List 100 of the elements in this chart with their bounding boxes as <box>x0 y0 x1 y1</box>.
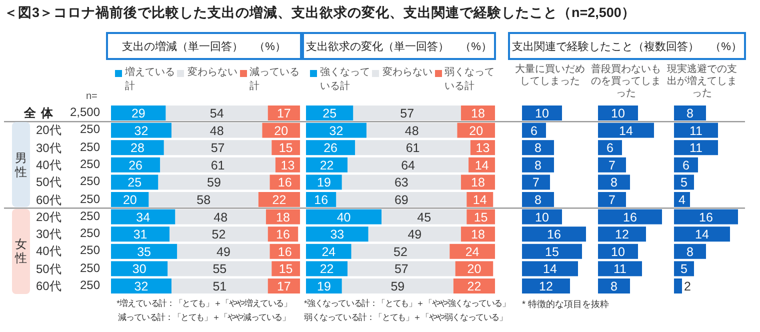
data-label: 48 <box>404 124 419 138</box>
bar <box>111 278 172 294</box>
data-label: 16 <box>623 210 637 224</box>
data-label: 32 <box>134 280 148 294</box>
data-label: 20 <box>469 124 484 138</box>
chart-subtitle: 大量に買いだめしてしまった <box>514 64 586 88</box>
data-label: 17 <box>276 106 291 120</box>
bar <box>348 157 469 172</box>
bar <box>522 106 562 120</box>
y-tick-label: 50代 <box>36 260 62 278</box>
bar <box>522 174 550 190</box>
data-label: 7 <box>608 193 616 207</box>
y-tick-label: 40代 <box>36 243 62 260</box>
data-label: 59 <box>207 176 222 190</box>
data-label: 8 <box>534 141 542 156</box>
data-label: 8 <box>534 193 542 207</box>
bar <box>674 244 706 259</box>
bar <box>598 140 622 156</box>
bar <box>598 209 662 224</box>
bar <box>598 192 626 207</box>
data-label: 49 <box>408 228 422 242</box>
bar <box>111 209 176 224</box>
bar <box>674 106 706 120</box>
data-label: 5 <box>680 262 688 276</box>
text: 250 <box>80 140 100 154</box>
y-tick-label: 全体 <box>24 105 58 122</box>
text: 250 <box>80 226 100 240</box>
bar <box>164 140 272 156</box>
bar <box>674 278 682 294</box>
bar <box>170 226 268 242</box>
bar <box>353 106 461 120</box>
data-label: 45 <box>417 210 432 224</box>
bar <box>342 174 461 190</box>
data-label: 18 <box>471 176 485 190</box>
text: * 特徴的な項目を抜粋 <box>522 298 610 311</box>
bar <box>177 244 270 259</box>
bar <box>522 157 554 172</box>
bar <box>111 261 168 276</box>
data-label: 18 <box>276 210 290 224</box>
text: n= <box>86 91 98 102</box>
text: 250 <box>80 208 100 223</box>
data-label: 20 <box>274 124 288 138</box>
y-tick-label: 50代 <box>36 174 62 192</box>
bar <box>168 261 272 276</box>
bar <box>306 261 348 276</box>
bar <box>522 278 570 294</box>
data-label: 30 <box>132 262 146 276</box>
data-label: 16 <box>278 176 292 190</box>
bar <box>598 157 626 172</box>
data-label: 14 <box>619 124 633 138</box>
chart-title: 支出欲求の変化（単一回答） （%） <box>302 32 496 60</box>
y-tick-label: 60代 <box>36 278 62 295</box>
data-label: 14 <box>695 228 709 242</box>
data-label: 16 <box>278 244 292 259</box>
data-label: 4 <box>678 193 686 207</box>
data-label: 34 <box>136 210 150 224</box>
bar <box>171 122 262 138</box>
text: 弱くなっている計：「とても」＋「やや弱くなっている」 <box>304 312 507 323</box>
data-label: 18 <box>471 228 485 242</box>
data-label: 11 <box>614 262 627 276</box>
data-label: 22 <box>320 262 334 276</box>
data-label: 64 <box>401 158 416 172</box>
chart-subtitle: 支出の増減（単一回答） （%） <box>106 32 302 60</box>
text: 2,500 <box>70 105 100 119</box>
data-label: 32 <box>134 124 148 138</box>
y-tick-label: 60代 <box>36 192 62 208</box>
data-label: 17 <box>276 280 291 294</box>
data-label: 69 <box>394 193 408 207</box>
bar <box>160 157 276 172</box>
bar <box>598 261 642 276</box>
bar <box>522 261 578 276</box>
legend-label: 減っている計 <box>250 66 301 94</box>
chart-title: ＜図3＞コロナ禍前後で比較した支出の増減、支出欲求の変化、支出関連で経験したこと（n=2,500） <box>4 4 636 22</box>
data-label: 6 <box>530 124 538 138</box>
text: 支出関連で経験したこと（複数回答） （%） <box>508 32 746 60</box>
legend-label: 強くなっている計 <box>320 66 371 94</box>
bar <box>306 140 356 156</box>
data-label: 19 <box>317 176 331 190</box>
data-label: 22 <box>320 158 334 172</box>
data-label: 61 <box>406 141 420 156</box>
data-label: 15 <box>278 141 293 156</box>
data-label: 10 <box>611 244 625 259</box>
bar <box>306 244 352 259</box>
data-label: 57 <box>394 262 408 276</box>
bar <box>368 226 461 242</box>
text: 250 <box>80 278 100 292</box>
data-label: 40 <box>336 210 351 224</box>
data-label: 22 <box>272 193 286 207</box>
bar <box>674 226 730 242</box>
bar <box>268 106 300 120</box>
bar <box>306 209 382 224</box>
y-tick-label: 30代 <box>36 140 62 157</box>
data-label: 15 <box>545 244 559 259</box>
bar <box>522 226 586 242</box>
data-label: 20 <box>467 262 482 276</box>
data-label: 63 <box>394 176 408 190</box>
bar <box>306 174 342 190</box>
text: 250 <box>80 174 100 188</box>
text: 女性 <box>15 237 27 266</box>
data-label: 8 <box>686 244 694 259</box>
